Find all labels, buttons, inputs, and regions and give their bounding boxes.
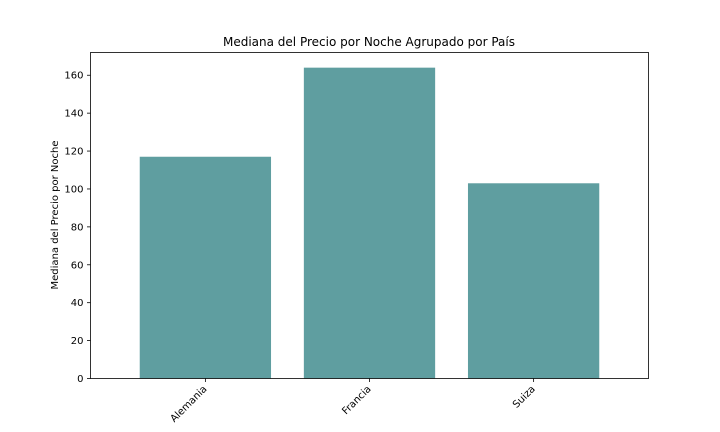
x-tick-label: Francia [340,384,373,417]
bar-francia [303,67,436,379]
y-tick-label: 80 [71,222,84,233]
x-tick-label: Alemania [169,384,210,425]
y-tick-label: 140 [64,109,83,120]
y-tick-label: 0 [77,374,83,385]
y-axis-label: Mediana del Precio por Noche [50,141,61,290]
y-axis-ticks: 0 20 40 60 80 100 120 140 160 [64,71,91,385]
y-tick-label: 120 [64,147,83,158]
bar-alemania [139,156,272,379]
y-tick-label: 100 [64,184,83,195]
bar-suiza [467,183,600,379]
y-tick-label: 160 [64,71,83,82]
y-tick-label: 60 [71,260,84,271]
y-tick-label: 40 [71,298,84,309]
chart-title: Mediana del Precio por Noche Agrupado po… [223,35,515,49]
plot-frame [90,52,649,379]
y-tick-label: 20 [71,336,84,347]
x-axis-ticks: Alemania Francia Suiza [169,378,538,425]
bars-group [139,67,600,379]
x-tick-label: Suiza [511,384,538,411]
